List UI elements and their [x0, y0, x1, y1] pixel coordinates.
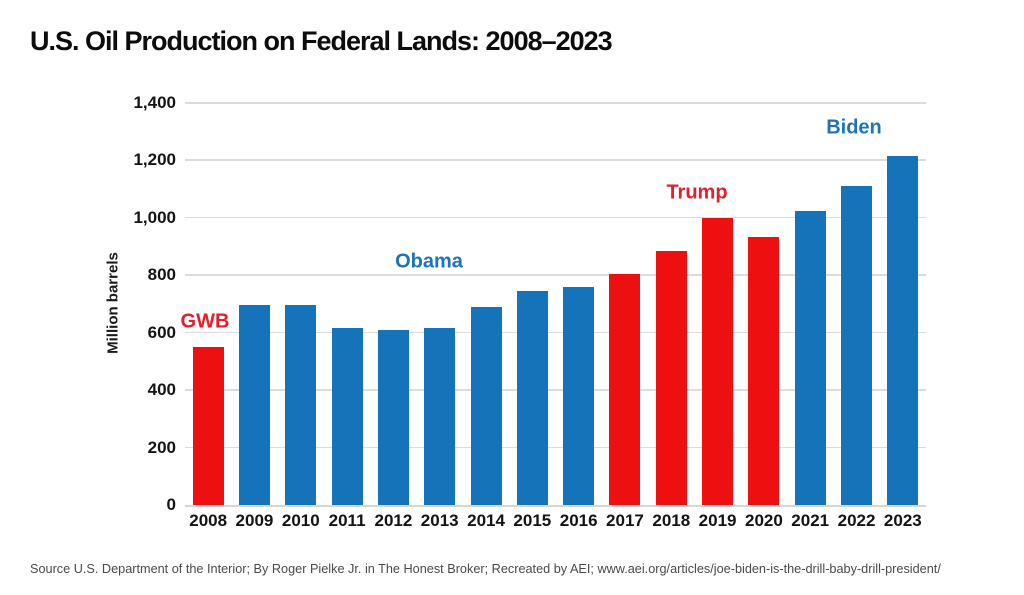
gridline-800 [185, 274, 926, 276]
source-note: Source U.S. Department of the Interior; … [30, 562, 941, 576]
chart-title: U.S. Oil Production on Federal Lands: 20… [30, 26, 613, 56]
x-tick-label-2016: 2016 [559, 511, 598, 530]
y-tick-label-400: 400 [147, 380, 176, 400]
gridline-1,000 [185, 216, 926, 219]
x-tick-label-2022: 2022 [837, 511, 876, 530]
bar-2019 [702, 217, 734, 505]
bar-2023 [887, 156, 919, 505]
x-tick-label-2021: 2021 [791, 511, 830, 530]
bar-2021 [794, 210, 826, 505]
bar-2010 [285, 305, 317, 505]
x-tick-label-2023: 2023 [883, 511, 922, 530]
bar-2017 [609, 273, 641, 505]
x-tick-label-2013: 2013 [420, 511, 459, 530]
bar-2013 [424, 328, 456, 505]
x-tick-label-2019: 2019 [698, 511, 737, 530]
y-tick-label-1,000: 1,000 [133, 207, 176, 227]
bar-2014 [470, 306, 502, 505]
bar-2009 [238, 305, 270, 505]
bar-2015 [516, 291, 548, 505]
x-tick-label-2015: 2015 [513, 511, 552, 530]
x-tick-label-2014: 2014 [467, 511, 505, 530]
bar-2016 [563, 286, 595, 505]
bar-2020 [748, 236, 780, 505]
x-tick-label-2008: 2008 [189, 511, 228, 530]
y-tick-label-800: 800 [147, 265, 176, 285]
bar-2011 [331, 328, 363, 505]
gridline-1,200 [185, 159, 926, 161]
bar-2012 [377, 329, 409, 505]
x-tick-label-2017: 2017 [606, 511, 644, 530]
gridline-600 [185, 331, 926, 334]
gridline-400 [185, 389, 926, 391]
y-tick-label-600: 600 [147, 322, 176, 342]
x-tick-label-2012: 2012 [374, 511, 413, 530]
gridline-200 [185, 446, 926, 449]
annotation-biden: Biden [826, 116, 882, 139]
x-tick-label-2010: 2010 [281, 511, 320, 530]
x-tick-label-2009: 2009 [235, 511, 274, 530]
bar-2022 [841, 186, 873, 505]
y-tick-label-0: 0 [166, 495, 176, 514]
gridline-1,400 [185, 102, 926, 104]
y-tick-label-1,400: 1,400 [133, 93, 176, 112]
y-tick-label-1,200: 1,200 [133, 150, 176, 170]
plot-area [185, 102, 926, 507]
bar-2018 [655, 250, 687, 505]
bar-2008 [192, 347, 224, 505]
annotation-obama: Obama [395, 250, 463, 273]
x-tick-label-2020: 2020 [744, 511, 783, 530]
x-tick-label-2018: 2018 [652, 511, 691, 530]
annotation-gwb: GWB [180, 310, 230, 333]
x-tick-label-2011: 2011 [328, 511, 366, 530]
y-tick-label-200: 200 [147, 437, 176, 457]
annotation-trump: Trump [666, 181, 728, 204]
